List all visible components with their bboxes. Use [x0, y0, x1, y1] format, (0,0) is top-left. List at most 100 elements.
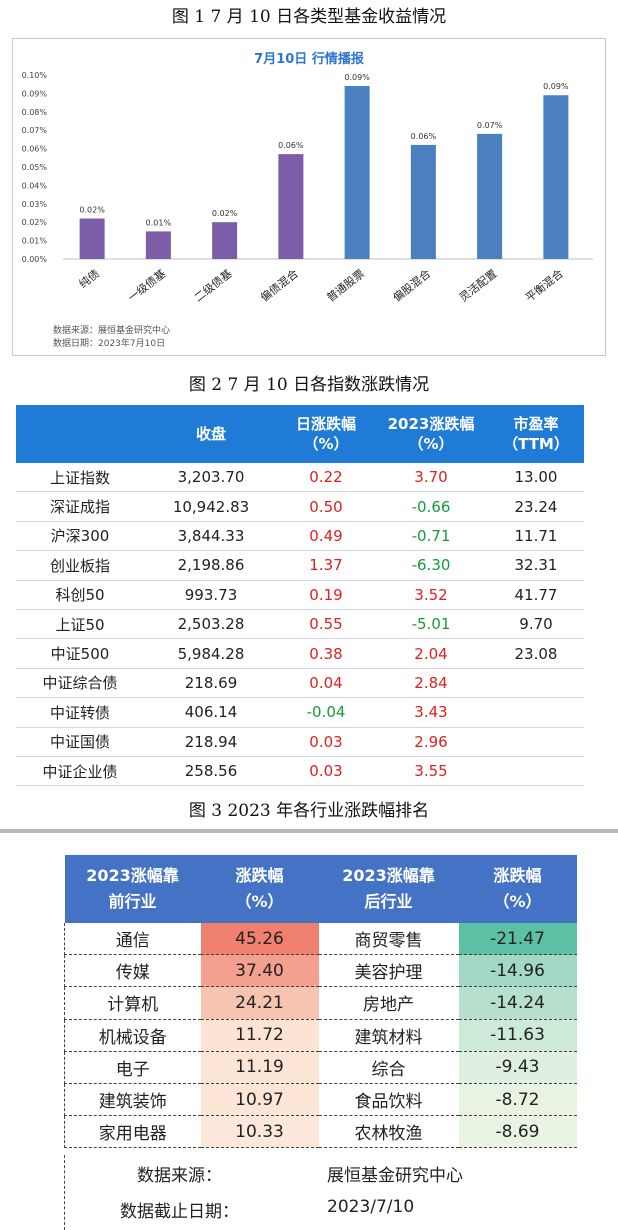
figure2-caption: 图 2 7 月 10 日各指数涨跌情况 [188, 375, 430, 395]
index-header-0 [16, 405, 144, 463]
index-day-cell: 0.49 [278, 521, 374, 552]
top-industry-change-cell: 37.40 [200, 954, 319, 988]
index-close-cell: 2,503.28 [144, 609, 278, 640]
y-tick-label: 0.07% [22, 126, 48, 135]
data-label: 0.01% [146, 218, 172, 227]
index-close-cell: 3,844.33 [144, 521, 278, 552]
table-row: 家用电器 10.33 农林牧渔 -8.69 [64, 1115, 577, 1149]
index-close-cell: 406.14 [144, 697, 278, 728]
industry-header-0: 2023涨幅靠 前行业 [64, 855, 201, 923]
y-tick-label: 0.03% [22, 200, 48, 209]
index-name-cell: 科创50 [16, 580, 144, 610]
category-label: 普通股票 [324, 266, 367, 304]
industry-header-line2: 后行业 [364, 892, 413, 911]
index-day-cell: 0.55 [278, 609, 374, 640]
table-row: 电子 11.19 综合 -9.43 [64, 1051, 577, 1084]
index-pe-cell: 9.70 [488, 609, 584, 640]
index-day-cell: 0.03 [278, 756, 374, 787]
industry-ranking-table: 2023涨幅靠 前行业 涨跌幅 （%） 2023涨幅靠 后行业 涨跌幅 （%） 通信 45.26… [64, 855, 577, 1149]
industry-header-line1: 涨跌幅 [493, 866, 542, 885]
top-industry-name-cell: 机械设备 [64, 1019, 201, 1052]
bottom-industry-change-cell: -14.24 [458, 986, 577, 1020]
index-year-cell: 3.70 [374, 463, 488, 493]
chart-date-line: 数据日期：2023年7月10日 [53, 339, 166, 349]
top-industry-change-cell: 11.72 [200, 1019, 319, 1052]
index-close-cell: 218.94 [144, 727, 278, 757]
footer-source-label: 数据来源： [137, 1166, 222, 1186]
index-close-cell: 218.69 [144, 668, 278, 699]
top-industry-name-cell: 通信 [64, 923, 201, 956]
index-year-cell: 3.55 [374, 756, 488, 787]
bar [278, 154, 304, 259]
data-label: 0.06% [278, 141, 304, 150]
figure3-caption: 图 3 2023 年各行业涨跌幅排名 [188, 801, 430, 821]
industry-header-line1: 2023涨幅靠 [86, 866, 179, 885]
bottom-industry-name-cell: 农林牧渔 [318, 1115, 459, 1149]
industry-header-3: 涨跌幅 （%） [458, 855, 577, 923]
index-header-4: 市盈率 （TTM） [488, 405, 584, 463]
table-row: 中证国债 218.94 0.03 2.96 [16, 727, 584, 757]
top-industry-name-cell: 电子 [64, 1051, 201, 1084]
footer-source-value: 展恒基金研究中心 [327, 1166, 463, 1186]
index-close-cell: 258.56 [144, 756, 278, 787]
index-header-3: 2023涨跌幅 （%） [374, 405, 488, 463]
industry-header-line1: 2023涨幅靠 [342, 866, 435, 885]
index-pe-cell: 13.00 [488, 463, 584, 493]
index-header-line2: （%） [303, 435, 349, 453]
index-name-cell: 中证国债 [16, 727, 144, 757]
index-name-cell: 深证成指 [16, 491, 144, 522]
index-name-cell: 中证转债 [16, 697, 144, 728]
index-table-header: 收盘 日涨跌幅 （%） 2023涨跌幅 （%） 市盈率 （TTM） [16, 405, 584, 463]
table-row: 上证指数 3,203.70 0.22 3.70 13.00 [16, 463, 584, 493]
index-day-cell: 0.38 [278, 638, 374, 669]
index-header-line1: 日涨跌幅 [295, 415, 356, 433]
bottom-industry-name-cell: 房地产 [318, 986, 459, 1020]
index-day-cell: 0.22 [278, 463, 374, 493]
data-label: 0.09% [543, 82, 569, 91]
index-close-cell: 5,984.28 [144, 638, 278, 669]
index-year-cell: -5.01 [374, 609, 488, 640]
bottom-industry-change-cell: -8.69 [458, 1115, 577, 1149]
fund-returns-chart-panel: 7月10日 行情播报 0.00% 0.01% 0.02% 0.03% 0.04% 0.05%… [12, 38, 606, 356]
index-header-line2: （%） [408, 435, 454, 453]
category-label: 一级债基 [125, 266, 168, 304]
footer-date-label: 数据截止日期： [120, 1202, 239, 1222]
table-row: 计算机 24.21 房地产 -14.24 [64, 986, 577, 1020]
top-industry-change-cell: 24.21 [200, 986, 319, 1020]
top-industry-name-cell: 传媒 [64, 954, 201, 988]
index-year-cell: 2.84 [374, 668, 488, 699]
industry-header-line2: 前行业 [108, 892, 157, 911]
y-tick-label: 0.05% [22, 163, 48, 172]
y-tick-label: 0.04% [22, 181, 48, 190]
index-pe-cell: 23.24 [488, 491, 584, 522]
table-row: 创业板指 2,198.86 1.37 -6.30 32.31 [16, 550, 584, 581]
index-pe-cell [488, 668, 584, 699]
category-label: 平衡混合 [522, 266, 565, 304]
bar [477, 133, 503, 259]
index-year-cell: 2.96 [374, 727, 488, 757]
index-name-cell: 创业板指 [16, 550, 144, 581]
index-close-cell: 993.73 [144, 580, 278, 610]
index-pe-cell: 11.71 [488, 521, 584, 552]
index-header-2: 日涨跌幅 （%） [278, 405, 374, 463]
index-header-line1: 收盘 [195, 425, 226, 443]
top-industry-name-cell: 建筑装饰 [64, 1083, 201, 1117]
industry-header-line2: （%） [493, 892, 542, 911]
index-year-cell: -0.66 [374, 491, 488, 522]
index-day-cell: 0.50 [278, 491, 374, 522]
table-row: 中证转债 406.14 -0.04 3.43 [16, 697, 584, 728]
y-tick-label: 0.09% [22, 89, 48, 98]
table-row: 沪深300 3,844.33 0.49 -0.71 11.71 [16, 521, 584, 552]
bar [543, 95, 569, 259]
index-year-cell: 3.52 [374, 580, 488, 610]
data-label: 0.09% [344, 73, 370, 82]
index-year-cell: 2.04 [374, 638, 488, 669]
y-tick-label: 0.02% [22, 218, 48, 227]
bottom-industry-name-cell: 综合 [318, 1051, 459, 1084]
bottom-industry-name-cell: 食品饮料 [318, 1083, 459, 1117]
y-tick-label: 0.08% [22, 108, 48, 117]
index-pe-cell: 23.08 [488, 638, 584, 669]
y-tick-label: 0.06% [22, 145, 48, 154]
footer-date-value: 2023/7/10 [327, 1197, 415, 1217]
table-row: 中证500 5,984.28 0.38 2.04 23.08 [16, 638, 584, 669]
